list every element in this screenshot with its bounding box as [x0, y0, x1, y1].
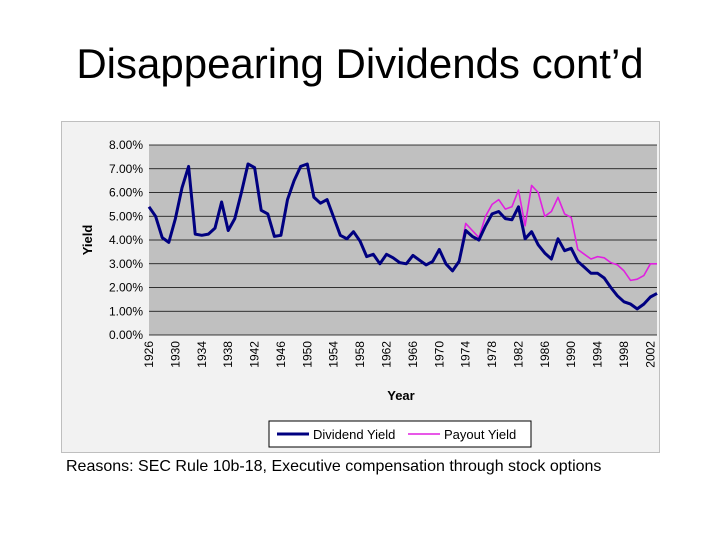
x-tick-label: 1994	[591, 341, 605, 368]
x-tick-label: 1990	[564, 341, 578, 368]
x-tick-label: 1962	[380, 341, 394, 368]
x-tick-label: 1938	[221, 341, 235, 368]
x-tick-label: 1958	[353, 341, 367, 368]
y-tick-label: 6.00%	[109, 186, 143, 200]
x-tick-label: 1946	[274, 341, 288, 368]
slide-caption: Reasons: SEC Rule 10b-18, Executive comp…	[66, 458, 602, 475]
x-tick-label: 2002	[643, 341, 657, 368]
dividend-yield-line	[147, 162, 658, 311]
legend-box	[268, 420, 532, 448]
y-tick-label: 7.00%	[109, 162, 143, 176]
slide-title: Disappearing Dividends cont’d	[76, 40, 644, 87]
x-tick-label: 1986	[538, 341, 552, 368]
y-tick-label: 4.00%	[109, 233, 143, 247]
y-tick-label: 2.00%	[109, 281, 143, 295]
x-tick-label: 1998	[617, 341, 631, 368]
x-tick-label: 1926	[142, 341, 156, 368]
x-tick-labels: 1926 1930 1934 1938 1942 1946 1950 1954 1958 1962…	[142, 341, 657, 368]
gridlines	[149, 144, 657, 336]
x-tick-label: 1966	[406, 341, 420, 368]
legend-label-dividend: Dividend Yield	[313, 427, 395, 442]
series-lines	[147, 162, 658, 311]
y-axis-label: Yield	[80, 225, 95, 256]
dividend-yield-chart: 0.00% 1.00% 2.00% 3.00% 4.00% 5.00% 6.00% 7.00%…	[80, 138, 658, 448]
y-tick-label: 0.00%	[109, 328, 143, 342]
x-tick-label: 1954	[327, 341, 341, 368]
y-tick-labels: 0.00% 1.00% 2.00% 3.00% 4.00% 5.00% 6.00% 7.00%…	[109, 138, 143, 342]
y-tick-label: 1.00%	[109, 304, 143, 318]
x-axis-label: Year	[387, 388, 414, 403]
y-tick-label: 8.00%	[109, 138, 143, 152]
x-tick-label: 1970	[432, 341, 446, 368]
legend-label-payout: Payout Yield	[444, 427, 516, 442]
x-tick-label: 1978	[485, 341, 499, 368]
y-tick-label: 5.00%	[109, 209, 143, 223]
x-tick-label: 1934	[195, 341, 209, 368]
x-tick-label: 1930	[168, 341, 182, 368]
legend: Dividend Yield Payout Yield	[268, 420, 532, 448]
x-tick-label: 1982	[511, 341, 525, 368]
x-tick-label: 1950	[300, 341, 314, 368]
x-tick-label: 1974	[459, 341, 473, 368]
x-tick-label: 1942	[248, 341, 262, 368]
y-tick-label: 3.00%	[109, 257, 143, 271]
